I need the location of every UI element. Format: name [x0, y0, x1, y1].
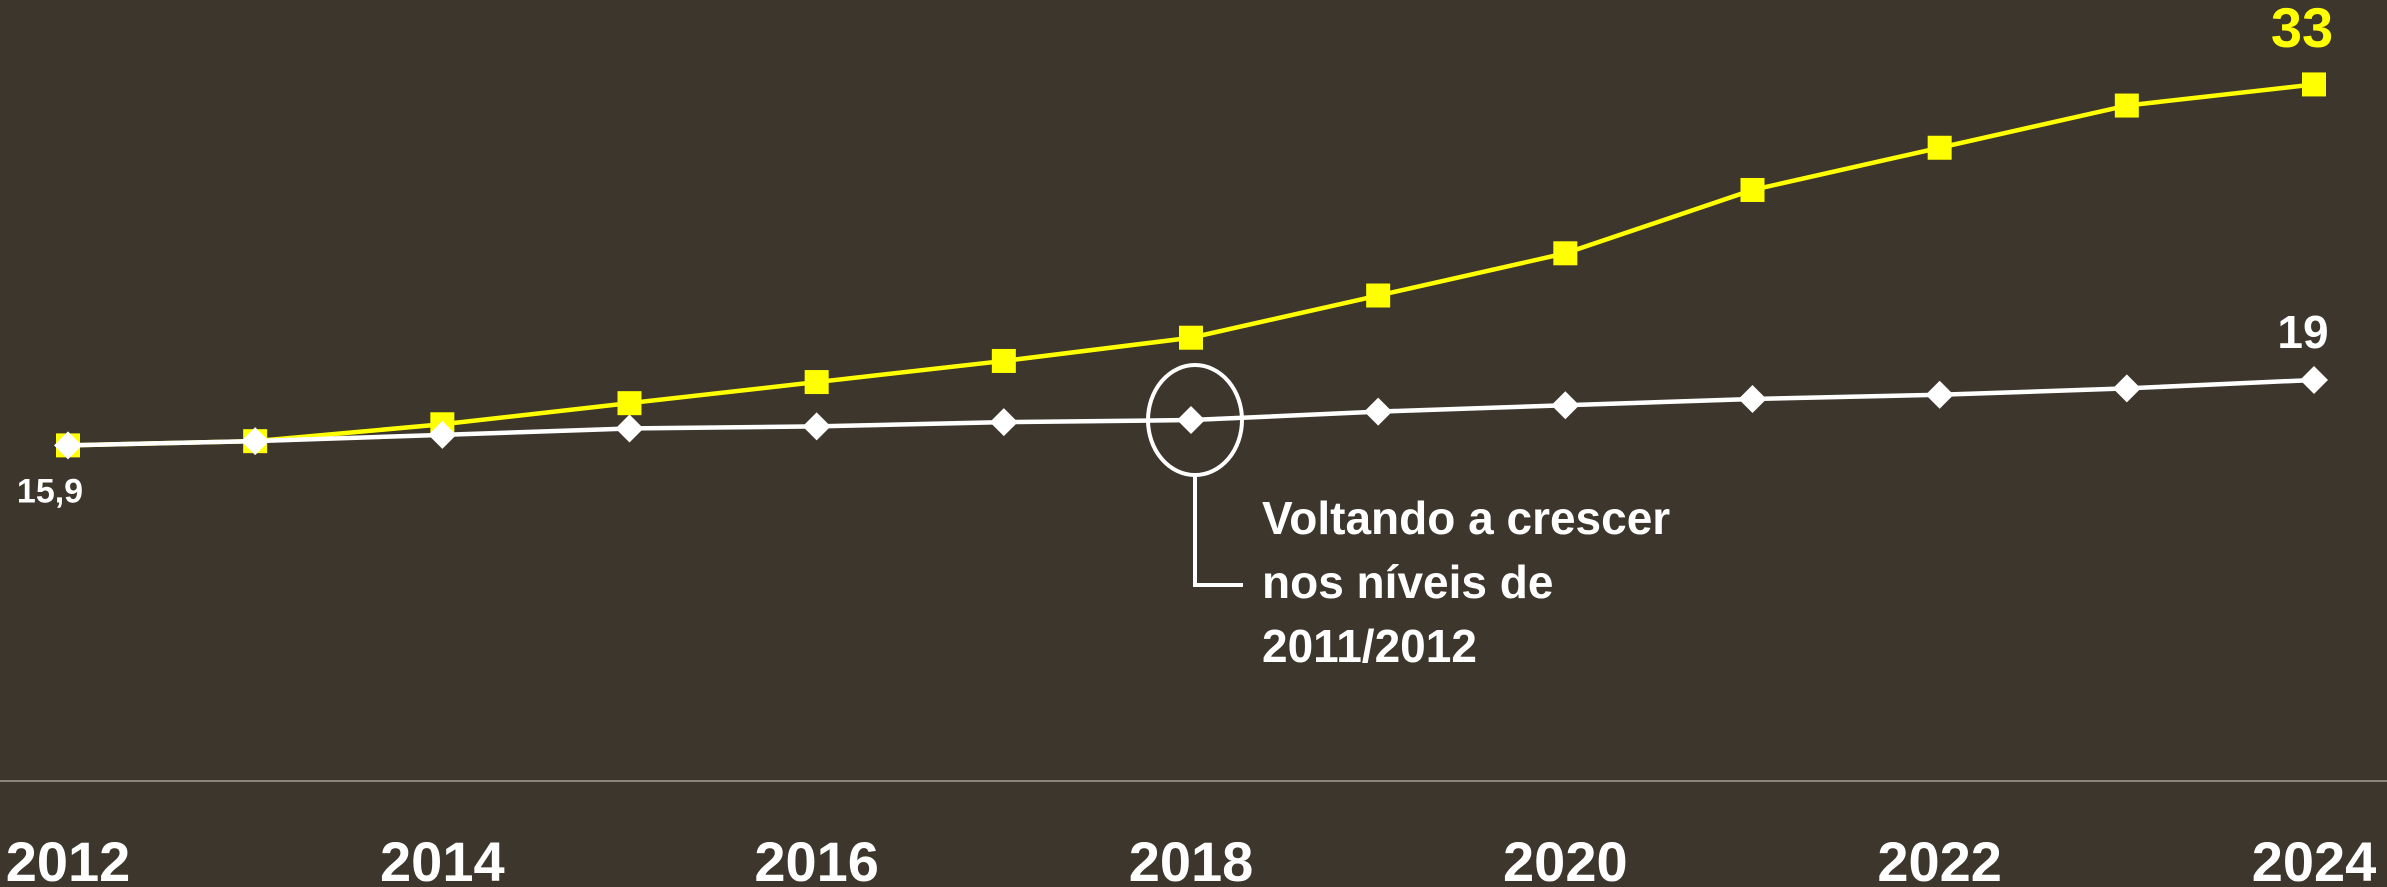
marker-diamond	[1738, 384, 1767, 413]
marker-diamond	[54, 431, 82, 460]
marker-square	[1927, 135, 1952, 160]
x-tick-label: 2012	[6, 830, 131, 887]
x-tick-label: 2024	[2252, 830, 2377, 887]
marker-diamond	[802, 412, 831, 441]
x-tick-label: 2016	[754, 830, 879, 887]
marker-diamond	[1177, 406, 1205, 435]
marker-diamond	[989, 408, 1018, 437]
marker-square	[991, 348, 1016, 373]
marker-square	[1740, 177, 1765, 202]
marker-square	[2114, 93, 2139, 118]
marker-diamond	[1925, 380, 1954, 409]
marker-diamond	[2112, 374, 2141, 403]
marker-square	[1366, 283, 1391, 308]
data-label: 33	[2271, 0, 2333, 59]
annotation-text: 2011/2012	[1262, 620, 1477, 672]
data-label: 15,9	[17, 472, 83, 510]
marker-square	[804, 370, 829, 395]
marker-diamond	[241, 427, 270, 456]
x-tick-label: 2018	[1129, 830, 1254, 887]
x-tick-label: 2022	[1877, 830, 2002, 887]
marker-square	[617, 391, 642, 416]
data-label: 19	[2277, 306, 2328, 358]
marker-square	[2302, 72, 2326, 97]
marker-square	[1553, 241, 1578, 266]
x-tick-label: 2014	[380, 830, 505, 887]
annotation-leader	[1193, 475, 1243, 588]
annotation-text: Voltando a crescer	[1262, 492, 1670, 544]
marker-diamond	[2300, 365, 2328, 394]
marker-diamond	[428, 420, 457, 449]
marker-diamond	[1551, 391, 1580, 420]
marker-diamond	[615, 414, 644, 443]
marker-diamond	[1364, 397, 1393, 426]
marker-square	[1179, 325, 1203, 350]
annotation-text: nos níveis de	[1262, 556, 1553, 608]
x-tick-label: 2020	[1503, 830, 1628, 887]
